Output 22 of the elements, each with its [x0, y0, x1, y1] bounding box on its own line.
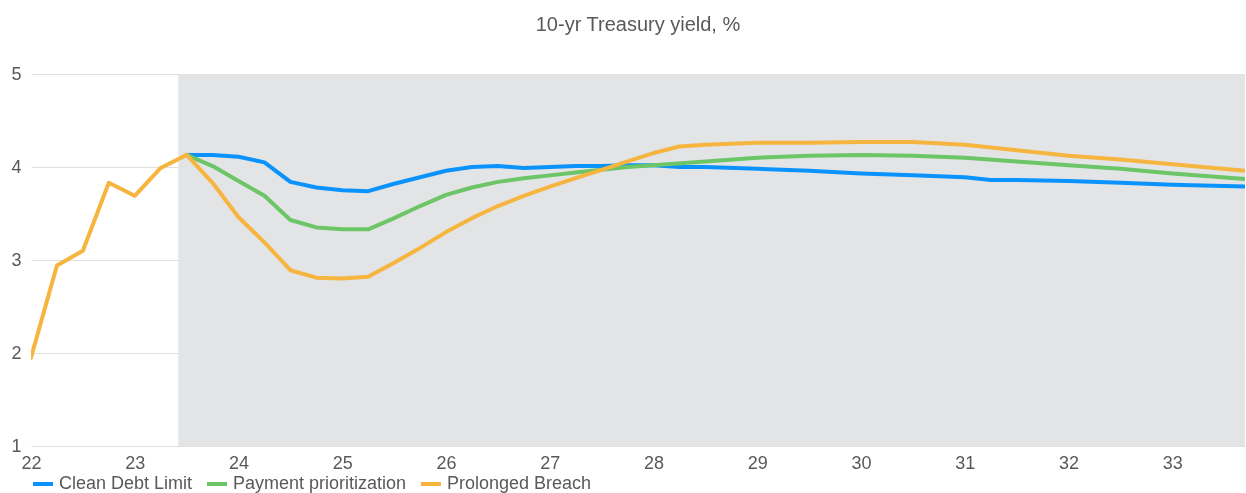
x-tick-label: 33 [1162, 452, 1183, 473]
x-tick-label: 31 [955, 452, 976, 473]
x-tick-label: 26 [436, 452, 457, 473]
y-tick-label: 2 [11, 342, 22, 363]
y-tick-label: 5 [11, 63, 22, 84]
line-series [31, 139, 1245, 360]
x-tick-label: 22 [21, 452, 42, 473]
x-tick-label: 28 [644, 452, 665, 473]
x-tick-label: 25 [332, 452, 353, 473]
x-tick-label: 30 [851, 452, 872, 473]
legend-label: Clean Debt Limit [59, 473, 193, 493]
x-tick-label: 27 [540, 452, 561, 473]
legend-label: Prolonged Breach [447, 473, 592, 493]
legend-label: Payment prioritization [233, 473, 407, 493]
x-tick-label: 32 [1059, 452, 1080, 473]
x-tick-label: 23 [125, 452, 146, 473]
x-tick-label: 29 [747, 452, 768, 473]
y-tick-label: 4 [11, 156, 22, 177]
x-tick-label: 24 [229, 452, 250, 473]
y-tick-label: 1 [11, 435, 22, 456]
y-tick-label: 3 [11, 249, 22, 270]
chart-title: 10-yr Treasury yield, % [535, 13, 741, 35]
